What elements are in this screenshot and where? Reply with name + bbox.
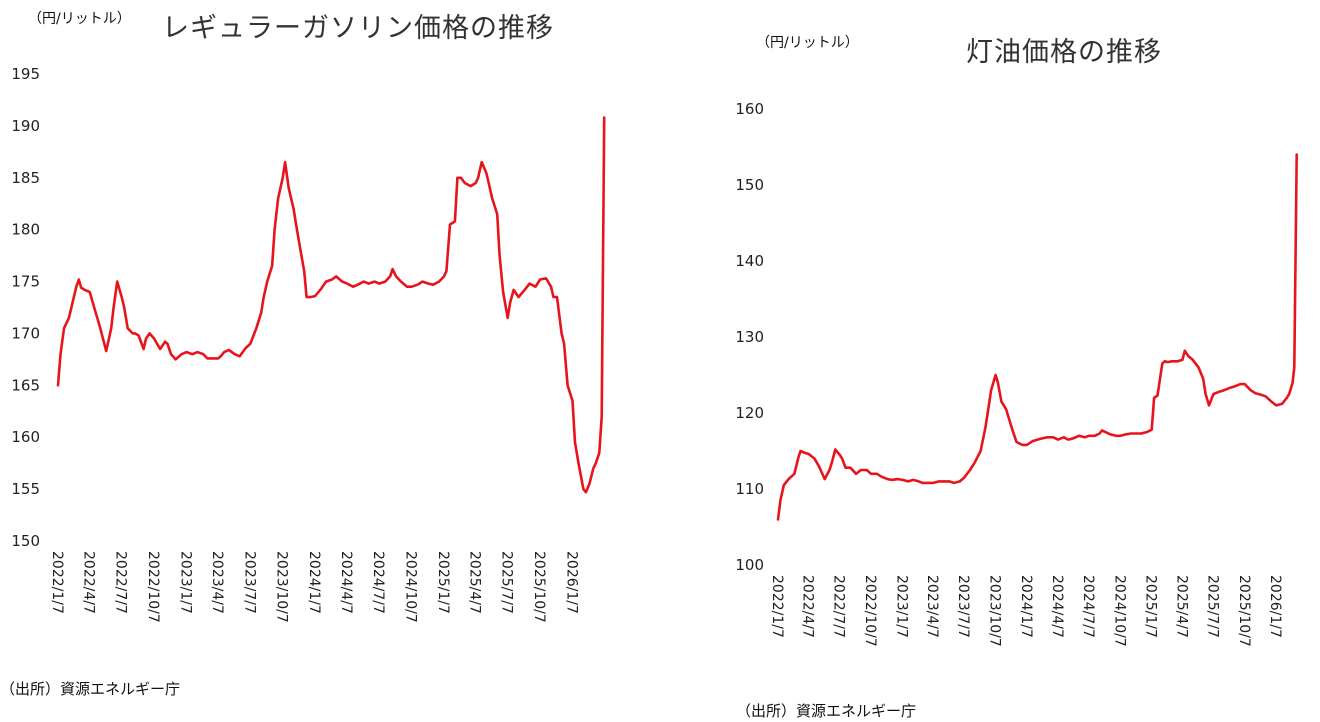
gasoline-y-tick-label: 155 <box>11 480 40 498</box>
gasoline-x-tick-label: 2024/4/7 <box>338 551 354 614</box>
gasoline-y-tick-label: 180 <box>11 221 40 239</box>
kerosene-unit-label: （円/リットル） <box>756 35 859 51</box>
gasoline-x-tick-label: 2023/10/7 <box>274 551 290 623</box>
gasoline-y-tick-label: 195 <box>11 65 40 83</box>
gasoline-x-tick-label: 2022/10/7 <box>145 551 161 623</box>
kerosene-x-tick-label: 2026/1/7 <box>1267 575 1283 638</box>
kerosene-y-tick-label: 140 <box>735 252 764 270</box>
gasoline-x-tick-label: 2026/1/7 <box>564 551 580 614</box>
gasoline-x-tick-label: 2023/7/7 <box>241 551 257 614</box>
gasoline-y-tick-label: 175 <box>11 273 40 291</box>
kerosene-x-tick-label: 2025/4/7 <box>1173 575 1189 638</box>
gasoline-y-tick-label: 160 <box>11 428 40 446</box>
gasoline-x-tick-label: 2025/4/7 <box>467 551 483 614</box>
gasoline-y-tick-label: 150 <box>11 532 40 550</box>
kerosene-x-tick-label: 2024/1/7 <box>1018 575 1034 638</box>
gasoline-unit-label: （円/リットル） <box>28 11 131 27</box>
kerosene-x-tick-label: 2022/7/7 <box>831 575 847 638</box>
kerosene-x-tick-label: 2024/4/7 <box>1049 575 1065 638</box>
gasoline-y-tick-label: 190 <box>11 117 40 135</box>
kerosene-x-tick-label: 2023/10/7 <box>987 575 1003 647</box>
kerosene-x-tick-label: 2024/10/7 <box>1111 575 1127 647</box>
gasoline-price-line <box>56 116 606 494</box>
kerosene-y-tick-label: 110 <box>735 480 764 498</box>
kerosene-x-tick-label: 2025/1/7 <box>1143 575 1159 638</box>
gasoline-x-tick-label: 2023/4/7 <box>209 551 225 614</box>
gasoline-chart-panel: （円/リットル） レギュラーガソリン価格の推移 150 155 160 165 170 1… <box>0 11 606 698</box>
gasoline-source-note: （出所）資源エネルギー庁 <box>0 680 181 698</box>
gasoline-x-tick-label: 2023/1/7 <box>178 551 194 614</box>
kerosene-y-tick-label: 130 <box>735 328 764 346</box>
kerosene-y-tick-label: 160 <box>735 100 764 118</box>
kerosene-x-tick-label: 2022/4/7 <box>800 575 816 638</box>
kerosene-y-tick-label: 150 <box>735 176 764 194</box>
kerosene-x-tick-label: 2023/7/7 <box>955 575 971 638</box>
kerosene-x-tick-label: 2023/4/7 <box>924 575 940 638</box>
gasoline-y-tick-label: 165 <box>11 376 40 394</box>
kerosene-plot: 100 110 120 130 140 150 160 2022/1/7 2022/4/7 202… <box>735 100 1299 647</box>
gasoline-y-tick-label: 170 <box>11 324 40 342</box>
gasoline-x-tick-label: 2024/7/7 <box>370 551 386 614</box>
gasoline-x-tick-label: 2025/10/7 <box>531 551 547 623</box>
gasoline-chart-title: レギュラーガソリン価格の推移 <box>162 13 554 44</box>
kerosene-x-tick-label: 2022/10/7 <box>862 575 878 647</box>
gasoline-x-tick-label: 2025/1/7 <box>435 551 451 614</box>
gasoline-x-tick-label: 2024/1/7 <box>306 551 322 614</box>
gasoline-x-tick-label: 2022/4/7 <box>81 551 97 614</box>
gasoline-x-tick-label: 2025/7/7 <box>499 551 515 614</box>
gasoline-x-tick-label: 2022/7/7 <box>113 551 129 614</box>
gasoline-x-tick-label: 2024/10/7 <box>403 551 419 623</box>
gasoline-x-tick-label: 2022/1/7 <box>49 551 65 614</box>
kerosene-x-tick-label: 2022/1/7 <box>769 575 785 638</box>
gasoline-y-tick-label: 185 <box>11 169 40 187</box>
kerosene-price-line <box>776 153 1299 521</box>
kerosene-chart-title: 灯油価格の推移 <box>966 37 1162 68</box>
gasoline-plot: 150 155 160 165 170 175 180 185 190 195 2022/1/7 20… <box>11 65 606 623</box>
kerosene-y-tick-label: 120 <box>735 404 764 422</box>
kerosene-chart-panel: （円/リットル） 灯油価格の推移 100 110 120 130 140 150 160 20… <box>660 0 1320 722</box>
kerosene-x-tick-label: 2024/7/7 <box>1080 575 1096 638</box>
kerosene-x-tick-label: 2025/7/7 <box>1204 575 1220 638</box>
kerosene-source-note: （出所）資源エネルギー庁 <box>736 702 917 720</box>
kerosene-x-tick-label: 2023/1/7 <box>893 575 909 638</box>
kerosene-y-tick-label: 100 <box>735 556 764 574</box>
kerosene-x-tick-label: 2025/10/7 <box>1236 575 1252 647</box>
